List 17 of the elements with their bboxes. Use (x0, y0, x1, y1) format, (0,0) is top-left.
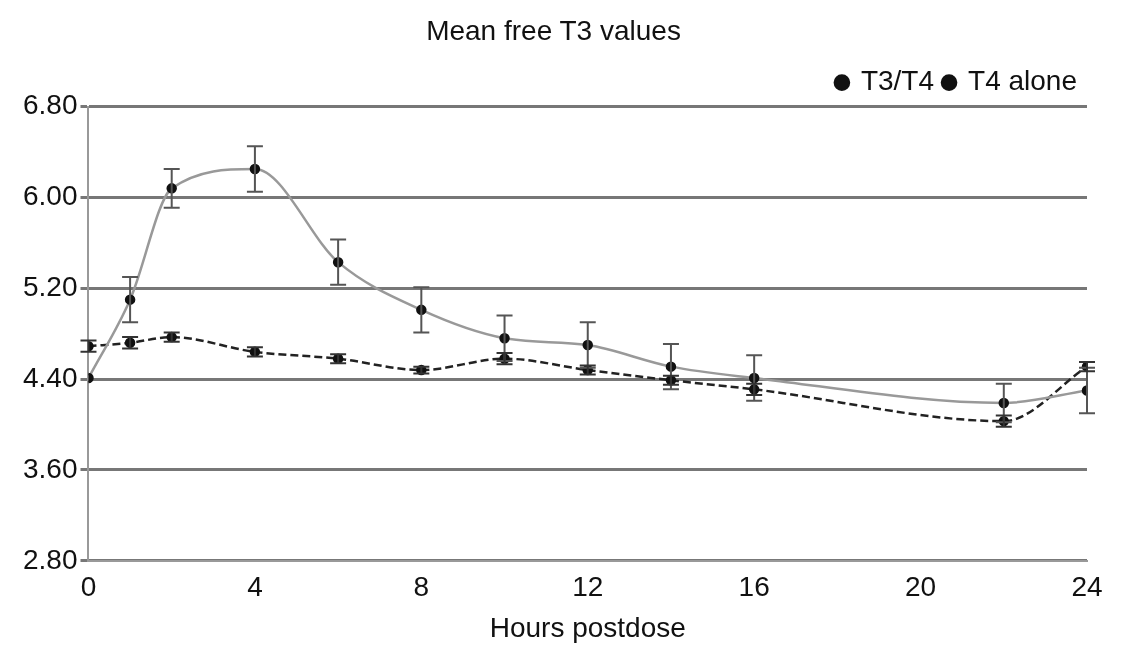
x-tick-label: 8 (413, 571, 430, 603)
x-tick-label: 12 (572, 571, 604, 603)
y-tick-label: 6.00 (23, 180, 78, 212)
x-tick-label: 16 (738, 571, 770, 603)
x-axis-title: Hours postdose (489, 611, 686, 643)
y-tick-label: 5.20 (23, 271, 78, 302)
y-tick-label: 4.40 (23, 361, 78, 393)
y-tick-label: 2.80 (23, 543, 78, 575)
legend-label: T4 alone (968, 65, 1077, 97)
x-tick-label: 20 (905, 571, 937, 603)
x-tick-label: 4 (247, 571, 263, 603)
x-tick-label: 0 (80, 571, 97, 603)
y-tick-label: 6.80 (23, 89, 78, 121)
chart-title: Mean free T3 values (426, 14, 681, 46)
y-tick-label: 3.60 (23, 452, 78, 484)
x-tick-label: 24 (1071, 571, 1103, 603)
legend-label: T3/T4 (860, 65, 935, 97)
